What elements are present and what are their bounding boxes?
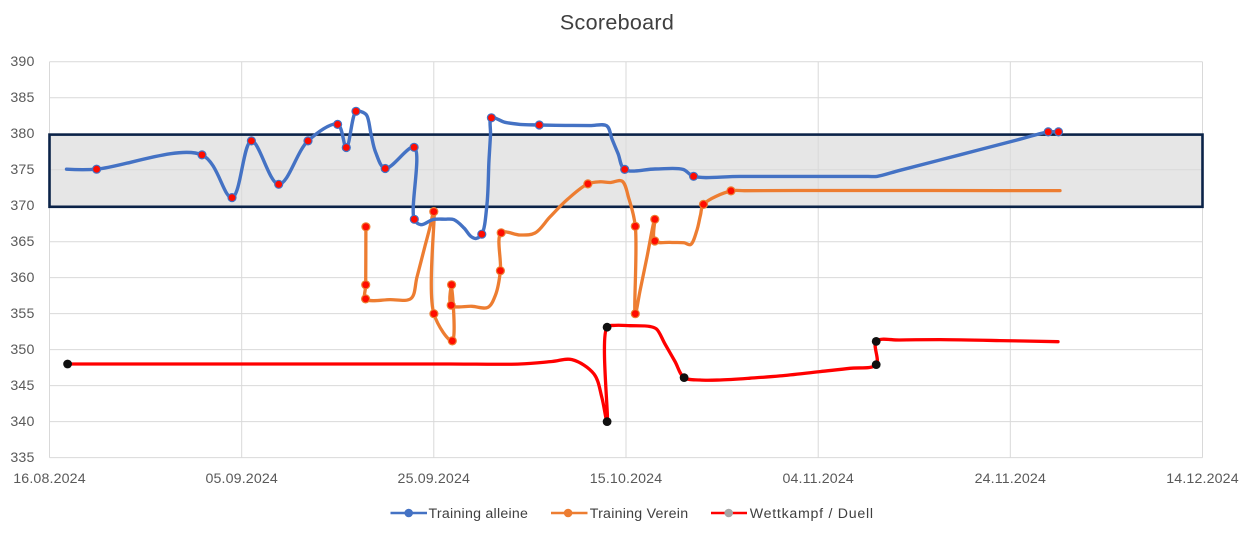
svg-text:Scoreboard: Scoreboard	[560, 11, 674, 35]
svg-text:385: 385	[10, 90, 34, 106]
svg-text:25.09.2024: 25.09.2024	[398, 471, 471, 487]
svg-text:360: 360	[10, 270, 34, 286]
svg-text:335: 335	[10, 450, 34, 466]
svg-text:Training alleine: Training alleine	[429, 506, 529, 522]
svg-text:Training Verein: Training Verein	[590, 506, 689, 522]
svg-text:350: 350	[10, 342, 34, 358]
svg-text:14.12.2024: 14.12.2024	[1166, 471, 1239, 487]
svg-text:355: 355	[10, 306, 34, 322]
svg-text:390: 390	[10, 54, 34, 70]
svg-text:365: 365	[10, 234, 34, 250]
svg-text:380: 380	[10, 126, 34, 142]
svg-text:16.08.2024: 16.08.2024	[13, 471, 86, 487]
svg-text:04.11.2024: 04.11.2024	[782, 471, 853, 487]
svg-text:345: 345	[10, 378, 34, 394]
svg-text:370: 370	[10, 198, 34, 214]
svg-text:24.11.2024: 24.11.2024	[975, 471, 1046, 487]
svg-text:15.10.2024: 15.10.2024	[590, 471, 663, 487]
svg-text:375: 375	[10, 162, 34, 178]
svg-text:340: 340	[10, 414, 34, 430]
svg-text:Wettkampf / Duell: Wettkampf / Duell	[750, 506, 874, 522]
svg-text:05.09.2024: 05.09.2024	[205, 471, 278, 487]
